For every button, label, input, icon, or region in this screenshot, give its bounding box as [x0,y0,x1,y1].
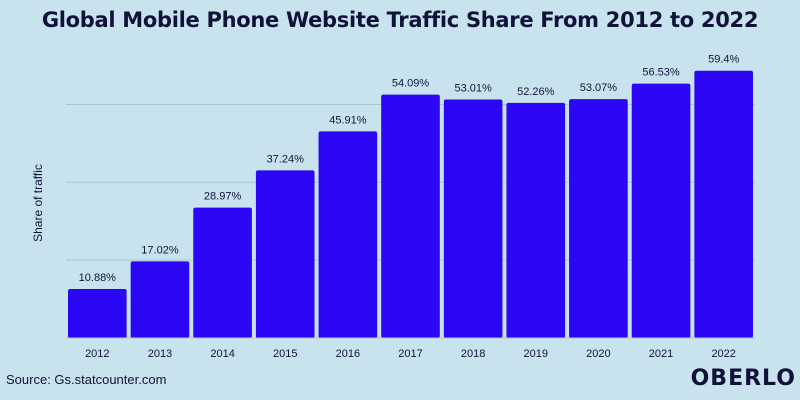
x-tick-2013: 2013 [148,348,172,360]
bar-2012 [68,289,127,338]
x-tick-2022: 2022 [711,348,735,360]
x-tick-2021: 2021 [649,348,673,360]
data-label-2012: 10.88% [79,272,117,284]
bar-2018 [443,99,503,338]
data-label-2019: 52.26% [517,86,555,98]
bar-2022 [694,70,753,338]
x-tick-2017: 2017 [398,348,422,360]
bar-2014 [193,207,252,338]
bar-2021 [631,83,691,339]
data-label-2021: 56.53% [642,67,680,79]
brand-logo: OBERLO [690,366,796,391]
x-tick-2012: 2012 [85,348,109,360]
x-tick-2016: 2016 [336,348,360,360]
chart-title: Global Mobile Phone Website Traffic Shar… [41,8,759,32]
source-note: Source: Gs.statcounter.com [6,372,167,387]
data-label-2018: 53.01% [454,82,492,94]
data-label-2022: 59.4% [708,54,739,66]
data-label-2016: 45.91% [329,114,367,126]
y-axis-label: Share of traffic [31,164,45,242]
data-label-2017: 54.09% [392,78,430,90]
bar-2017 [381,94,440,338]
x-tick-2018: 2018 [461,348,485,360]
bar-2016 [318,131,378,338]
data-label-2013: 17.02% [141,244,179,256]
x-tick-2015: 2015 [273,348,297,360]
x-tick-2019: 2019 [524,348,548,360]
bar-2020 [569,99,628,338]
bar-2013 [130,261,190,338]
bar-2019 [506,102,566,338]
data-label-2014: 28.97% [204,191,242,203]
bar-2015 [255,170,315,338]
x-tick-2014: 2014 [210,348,234,360]
data-label-2020: 53.07% [580,82,618,94]
x-tick-2020: 2020 [586,348,610,360]
data-label-2015: 37.24% [267,153,305,165]
